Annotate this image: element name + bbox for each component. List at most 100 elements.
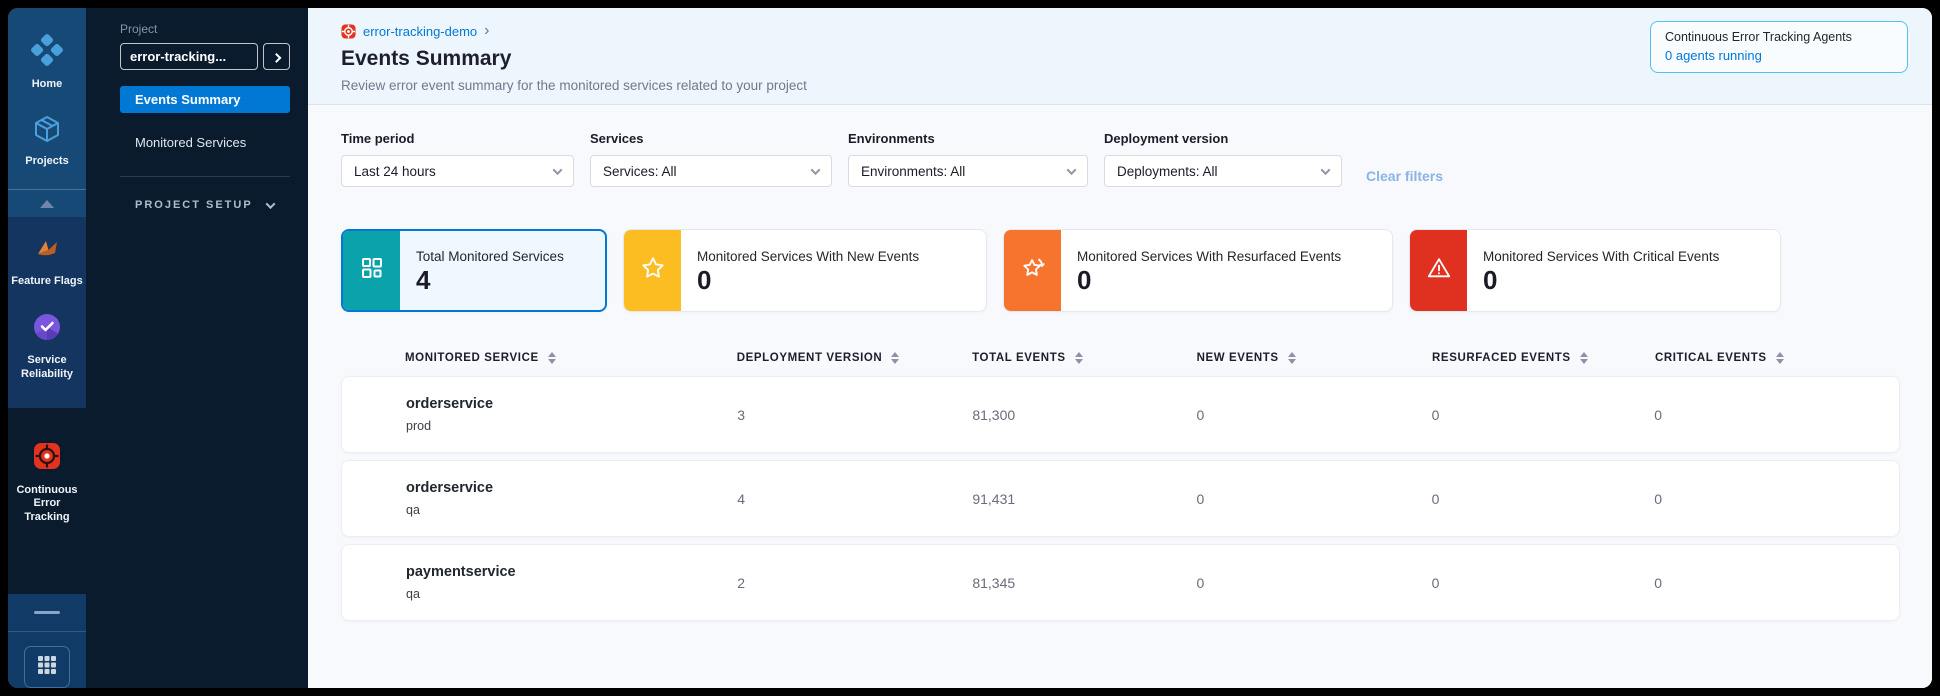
rail-scroll-up[interactable] — [8, 189, 86, 217]
module-picker-button[interactable] — [24, 646, 70, 688]
deployment-version-value: 3 — [737, 406, 746, 423]
rail-group-error-tracking: Continuous Error Tracking — [8, 407, 86, 594]
column-label: DEPLOYMENT VERSION — [736, 352, 883, 364]
column-header-resurfaced-events[interactable]: RESURFACED EVENTS — [1412, 352, 1635, 364]
page-title: Events Summary — [341, 47, 512, 70]
project-nav-panel: Project error-tracking... Events Summary… — [86, 8, 308, 688]
card-label: Total Monitored Services — [416, 248, 564, 264]
column-header-total-events[interactable]: TOTAL EVENTS — [952, 352, 1176, 364]
deployments-value: Deployments: All — [1117, 163, 1218, 179]
project-expand-button[interactable] — [263, 43, 290, 70]
sort-icon — [547, 352, 556, 364]
agents-running-link[interactable]: 0 agents running — [1665, 48, 1762, 63]
rail-item-label: Projects — [25, 155, 69, 168]
service-environment: prod — [406, 419, 432, 433]
card-total-monitored-services[interactable]: Total Monitored Services 4 — [341, 229, 607, 312]
card-value: 4 — [416, 264, 431, 295]
rail-divider — [8, 594, 86, 632]
chevron-right-icon — [271, 52, 282, 63]
table-row[interactable]: paymentservice qa 2 81,345 0 0 0 — [341, 544, 1900, 621]
critical-events-value: 0 — [1654, 574, 1663, 591]
services-grid-icon — [360, 256, 384, 285]
rail-item-projects[interactable]: Projects — [8, 104, 86, 182]
rail-group-top: Home Projects — [8, 8, 86, 189]
deployment-version-value: 2 — [737, 574, 746, 591]
card-icon-block — [624, 230, 681, 311]
environments-value: Environments: All — [861, 163, 966, 179]
column-header-critical-events[interactable]: CRITICAL EVENTS — [1635, 352, 1900, 364]
column-label: TOTAL EVENTS — [972, 352, 1066, 364]
breadcrumb-link[interactable]: error-tracking-demo — [363, 23, 478, 39]
environments-select[interactable]: Environments: All — [848, 155, 1088, 187]
services-value: Services: All — [603, 163, 677, 179]
column-label: CRITICAL EVENTS — [1654, 352, 1767, 364]
column-header-deployment-version[interactable]: DEPLOYMENT VERSION — [717, 352, 952, 364]
agents-callout[interactable]: Continuous Error Tracking Agents 0 agent… — [1650, 21, 1908, 73]
column-header-monitored-service[interactable]: MONITORED SERVICE — [341, 352, 717, 364]
nav-item-events-summary[interactable]: Events Summary — [120, 86, 290, 113]
apps-grid-icon — [36, 654, 58, 681]
nav-item-label: Events Summary — [135, 92, 241, 107]
page-header: error-tracking-demo › Events Summary Rev… — [308, 8, 1932, 105]
column-header-new-events[interactable]: NEW EVENTS — [1177, 352, 1412, 364]
agents-callout-title: Continuous Error Tracking Agents — [1665, 30, 1852, 44]
module-rail: Home Projects — [8, 8, 86, 688]
filter-label-time-period: Time period — [341, 131, 415, 146]
filter-label-environments: Environments — [848, 131, 935, 146]
summary-cards: Total Monitored Services 4 Monitored Ser — [341, 229, 1900, 312]
resurfaced-events-value: 0 — [1431, 574, 1440, 591]
column-label: RESURFACED EVENTS — [1432, 352, 1571, 364]
breadcrumb: error-tracking-demo › — [341, 22, 1932, 40]
project-select[interactable]: error-tracking... — [120, 43, 258, 70]
card-icon-block — [1410, 230, 1467, 311]
chevron-down-icon — [552, 164, 563, 175]
rail-bottom — [8, 594, 86, 688]
scroll-up-icon — [40, 199, 54, 208]
card-value: 0 — [1077, 264, 1092, 295]
error-tracking-icon — [31, 440, 63, 477]
project-setup-section[interactable]: PROJECT SETUP — [135, 198, 290, 211]
clear-filters-button[interactable]: Clear filters — [1366, 168, 1444, 184]
table-row[interactable]: orderservice qa 4 91,431 0 0 0 — [341, 460, 1900, 537]
rail-item-service-reliability[interactable]: Service Reliability — [8, 301, 86, 394]
sort-icon — [891, 352, 900, 364]
nav-item-monitored-services[interactable]: Monitored Services — [120, 129, 290, 156]
table-header: MONITORED SERVICE DEPLOYMENT VERSION TOT… — [341, 340, 1900, 376]
time-period-value: Last 24 hours — [354, 163, 436, 179]
service-environment: qa — [406, 503, 420, 517]
service-name: orderservice — [406, 480, 494, 496]
breadcrumb-project-icon — [341, 23, 356, 39]
service-environment: qa — [406, 587, 420, 601]
nav-item-label: Monitored Services — [135, 135, 247, 150]
rail-item-label: Service Reliability — [21, 354, 73, 380]
panel-divider — [120, 176, 290, 177]
time-period-select[interactable]: Last 24 hours — [341, 155, 574, 187]
rail-item-continuous-error-tracking[interactable]: Continuous Error Tracking — [8, 430, 86, 537]
new-events-value: 0 — [1196, 406, 1205, 423]
filter-label-deployment-version: Deployment version — [1104, 131, 1229, 146]
table-row[interactable]: orderservice prod 3 81,300 0 0 0 — [341, 376, 1900, 453]
app-window: Home Projects — [8, 8, 1932, 688]
services-select[interactable]: Services: All — [590, 155, 832, 187]
filter-bar: Time period Last 24 hours Services Servi… — [341, 131, 1900, 187]
card-icon-block — [343, 231, 400, 310]
rail-item-feature-flags[interactable]: Feature Flags — [8, 227, 86, 301]
rail-item-home[interactable]: Home — [8, 24, 86, 104]
filter-label-services: Services — [590, 131, 644, 146]
main-area: error-tracking-demo › Events Summary Rev… — [308, 8, 1932, 688]
project-name: error-tracking... — [130, 49, 227, 64]
total-events-value: 91,431 — [972, 490, 1016, 507]
card-critical-events[interactable]: Monitored Services With Critical Events … — [1409, 229, 1781, 312]
deployments-select[interactable]: Deployments: All — [1104, 155, 1342, 187]
card-new-events[interactable]: Monitored Services With New Events 0 — [623, 229, 987, 312]
project-label: Project — [120, 22, 158, 36]
page-content: Time period Last 24 hours Services Servi… — [308, 105, 1932, 688]
warning-triangle-icon — [1426, 255, 1452, 286]
total-events-value: 81,345 — [972, 574, 1016, 591]
card-label: Monitored Services With Critical Events — [1483, 248, 1720, 264]
rail-item-label: Continuous Error Tracking — [16, 483, 78, 524]
project-selector: error-tracking... — [120, 43, 290, 70]
card-resurfaced-events[interactable]: Monitored Services With Resurfaced Event… — [1003, 229, 1393, 312]
breadcrumb-separator: › — [484, 22, 490, 39]
column-label: NEW EVENTS — [1196, 352, 1279, 364]
